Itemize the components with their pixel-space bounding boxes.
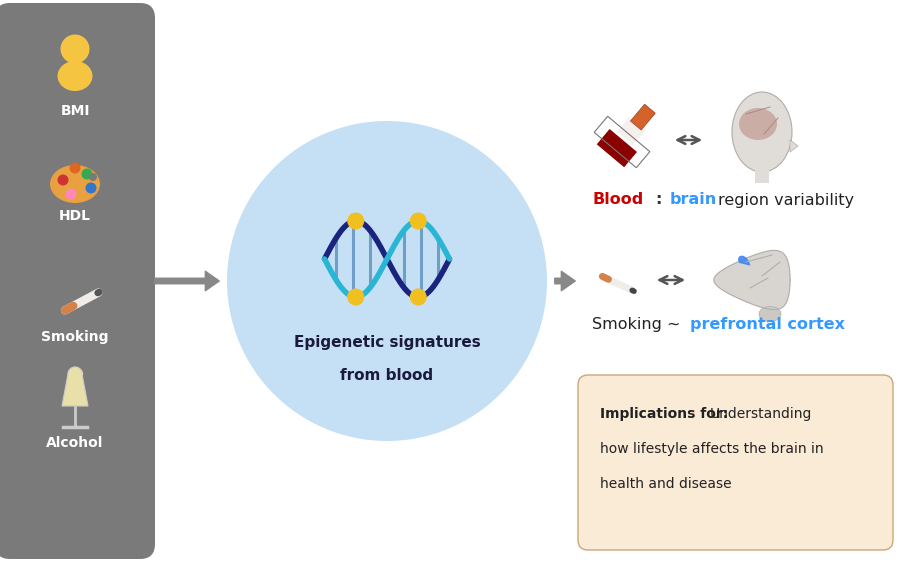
Text: region variability: region variability	[718, 193, 854, 207]
FancyArrowPatch shape	[554, 271, 575, 291]
Text: health and disease: health and disease	[600, 477, 732, 491]
Circle shape	[86, 183, 96, 193]
Ellipse shape	[759, 306, 781, 321]
Text: Alcohol: Alcohol	[46, 436, 104, 450]
Ellipse shape	[732, 92, 792, 172]
Circle shape	[227, 121, 547, 441]
Circle shape	[347, 212, 365, 229]
FancyBboxPatch shape	[578, 375, 893, 550]
Ellipse shape	[58, 61, 93, 91]
Polygon shape	[790, 140, 798, 152]
Polygon shape	[714, 251, 790, 310]
Polygon shape	[62, 374, 88, 406]
Circle shape	[89, 173, 97, 181]
Polygon shape	[616, 117, 645, 145]
Text: brain: brain	[670, 193, 717, 207]
FancyBboxPatch shape	[0, 3, 155, 559]
Text: HDL: HDL	[59, 209, 91, 223]
Text: BMI: BMI	[60, 104, 90, 118]
Text: :: :	[655, 193, 661, 207]
Circle shape	[410, 288, 427, 306]
Text: prefrontal cortex: prefrontal cortex	[690, 316, 845, 332]
Polygon shape	[739, 256, 750, 265]
Polygon shape	[631, 104, 655, 130]
Circle shape	[347, 288, 365, 306]
Text: how lifestyle affects the brain in: how lifestyle affects the brain in	[600, 442, 824, 456]
Circle shape	[410, 212, 427, 229]
Bar	[755, 169, 769, 183]
Text: Smoking ~: Smoking ~	[592, 316, 686, 332]
Text: from blood: from blood	[340, 368, 434, 383]
Ellipse shape	[739, 108, 777, 140]
Circle shape	[82, 169, 93, 179]
Text: Blood: Blood	[592, 193, 644, 207]
Ellipse shape	[50, 165, 100, 203]
Text: Implications for:: Implications for:	[600, 407, 728, 421]
Circle shape	[69, 162, 80, 174]
Text: Understanding: Understanding	[710, 407, 813, 421]
Text: Smoking: Smoking	[41, 330, 109, 344]
Circle shape	[60, 34, 89, 64]
Circle shape	[66, 188, 77, 200]
FancyArrowPatch shape	[155, 271, 220, 291]
Polygon shape	[597, 129, 637, 167]
Circle shape	[58, 174, 68, 185]
Text: Epigenetic signatures: Epigenetic signatures	[293, 336, 481, 351]
